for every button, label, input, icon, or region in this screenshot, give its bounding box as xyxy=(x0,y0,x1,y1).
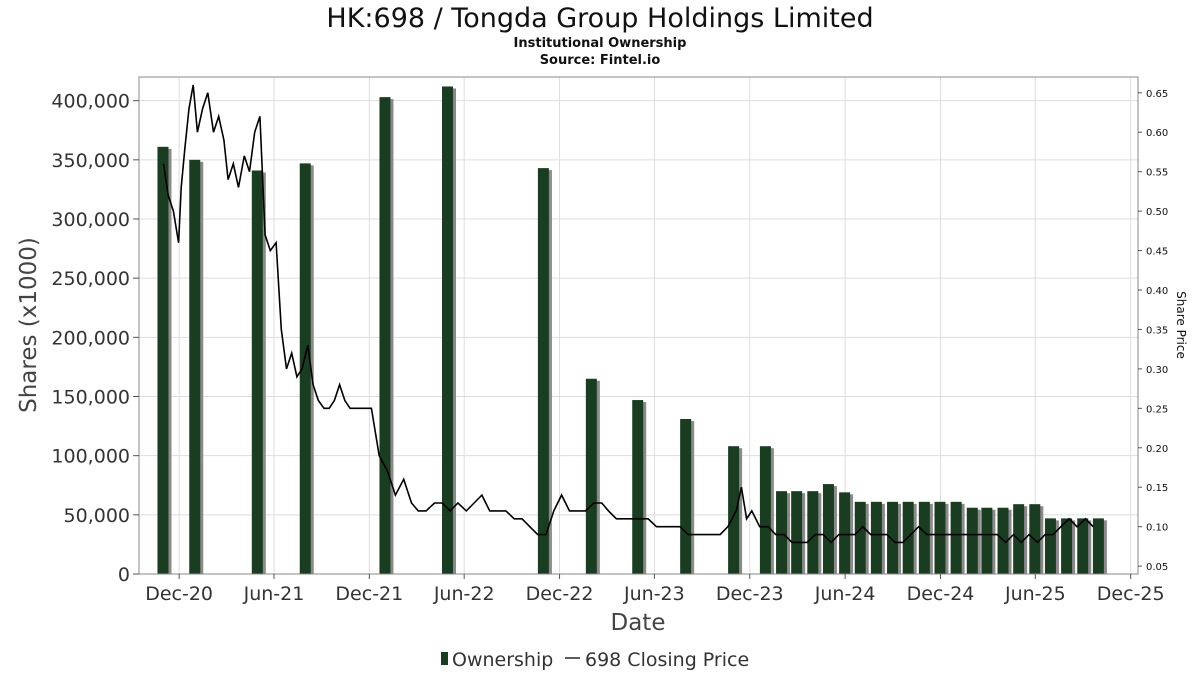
y2-tick-label: 0.30 xyxy=(1146,365,1168,376)
y2-tick-label: 0.15 xyxy=(1146,483,1168,494)
x-tick-label: Dec-25 xyxy=(1097,583,1165,605)
y2-tick-label: 0.40 xyxy=(1146,286,1168,297)
chart-subtitle: Institutional Ownership xyxy=(514,36,687,51)
y2-axis-label: Share Price xyxy=(1174,291,1188,359)
x-tick-label: Dec-24 xyxy=(907,583,975,605)
ownership-bar xyxy=(870,501,882,574)
chart-title: HK:698 / Tongda Group Holdings Limited xyxy=(326,3,873,34)
y-tick-label: 50,000 xyxy=(64,505,130,527)
y-tick-label: 350,000 xyxy=(51,150,130,172)
y2-tick-label: 0.45 xyxy=(1146,247,1168,258)
ownership-bar xyxy=(251,170,263,574)
ownership-bar xyxy=(776,491,788,574)
y-axis-label: Shares (x1000) xyxy=(16,237,42,413)
y-tick-label: 100,000 xyxy=(51,446,130,468)
x-tick-label: Jun-23 xyxy=(623,583,685,605)
x-tick-label: Dec-23 xyxy=(716,583,784,605)
plot-frame xyxy=(138,76,1139,575)
chart-source: Source: Fintel.io xyxy=(540,53,661,68)
ownership-bar xyxy=(1092,518,1104,574)
y2-axis-ticks: 0.05 0.10 0.15 0.20 0.25 0.30 0.35 0.40 0.45 0.50… xyxy=(1138,89,1168,573)
ownership-bar xyxy=(918,501,930,574)
ownership-bar xyxy=(442,86,454,574)
ownership-bar xyxy=(934,501,946,574)
y-tick-label: 250,000 xyxy=(51,268,130,290)
ownership-bar xyxy=(1044,518,1056,574)
y2-tick-label: 0.05 xyxy=(1146,562,1168,573)
y-tick-label: 400,000 xyxy=(51,91,130,113)
ownership-bar xyxy=(791,491,803,574)
legend-ownership-swatch xyxy=(441,652,448,665)
y2-tick-label: 0.10 xyxy=(1146,523,1168,534)
y-axis-ticks: 0 50,000 100,000 150,000 200,000 250,000 300,0… xyxy=(51,91,139,586)
y2-tick-label: 0.60 xyxy=(1146,128,1168,139)
x-axis-ticks: Dec-20 Jun-21 Dec-21 Jun-22 Dec-22 Jun-23 Dec-… xyxy=(145,574,1165,605)
ownership-bar xyxy=(950,501,962,574)
x-tick-label: Dec-21 xyxy=(335,583,403,605)
y2-tick-label: 0.35 xyxy=(1146,325,1168,336)
ownership-bar xyxy=(854,501,866,574)
ownership-bar xyxy=(299,163,311,574)
ownership-bar xyxy=(966,507,978,574)
ownership-bar xyxy=(822,484,834,574)
ownership-bar xyxy=(839,492,851,574)
y-tick-label: 150,000 xyxy=(51,387,130,409)
x-tick-label: Dec-22 xyxy=(526,583,594,605)
x-tick-label: Jun-22 xyxy=(433,583,495,605)
y2-tick-label: 0.25 xyxy=(1146,404,1168,415)
ownership-bar xyxy=(379,97,391,574)
x-axis-label: Date xyxy=(611,610,666,636)
y2-tick-label: 0.50 xyxy=(1146,207,1168,218)
y2-tick-label: 0.65 xyxy=(1146,89,1168,100)
x-tick-label: Jun-21 xyxy=(243,583,305,605)
x-tick-label: Jun-25 xyxy=(1004,583,1066,605)
y-tick-label: 300,000 xyxy=(51,209,130,231)
ownership-bar xyxy=(1077,518,1089,574)
legend: Ownership 698 Closing Price xyxy=(441,649,749,671)
y2-tick-label: 0.20 xyxy=(1146,444,1168,455)
ownership-bar xyxy=(537,168,549,574)
ownership-bar xyxy=(157,146,169,575)
y2-tick-label: 0.55 xyxy=(1146,168,1168,179)
ownership-bar xyxy=(981,507,993,574)
ownership-bar xyxy=(887,501,899,574)
legend-ownership-label: Ownership xyxy=(452,649,553,671)
ownership-bar xyxy=(1061,518,1073,574)
ownership-bar xyxy=(632,400,644,574)
ownership-bar xyxy=(680,418,692,574)
x-tick-label: Jun-24 xyxy=(814,583,876,605)
price-line xyxy=(162,84,1094,544)
ownership-bar xyxy=(759,446,771,574)
ownership-bar xyxy=(807,491,819,574)
x-tick-label: Dec-20 xyxy=(145,583,213,605)
ownership-bars xyxy=(157,86,1107,575)
ownership-bar xyxy=(728,446,740,574)
y-tick-label: 200,000 xyxy=(51,327,130,349)
legend-price-label: 698 Closing Price xyxy=(585,649,749,671)
y-tick-label: 0 xyxy=(118,564,130,586)
ownership-bar xyxy=(585,378,597,574)
ownership-bar xyxy=(189,159,201,575)
